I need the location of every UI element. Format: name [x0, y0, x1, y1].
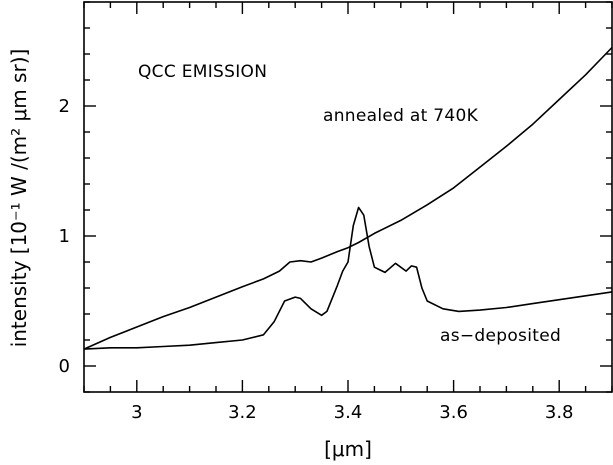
annotation-qcc-emission: QCC EMISSION [138, 62, 267, 82]
x-tick-label: 3.2 [228, 402, 257, 423]
annotation-as-deposited: as−deposited [440, 326, 561, 346]
annotation-annealed: annealed at 740K [323, 106, 479, 126]
series-line-as-deposited [83, 206, 613, 350]
y-axis-label: intensity [10⁻¹ W /(m² μm sr)] [7, 49, 31, 348]
x-tick-label: 3.8 [545, 402, 574, 423]
x-tick-label: 3.4 [334, 402, 363, 423]
y-tick-label: 1 [59, 226, 70, 247]
series-line-annealed [83, 46, 613, 350]
x-tick-label: 3 [131, 402, 142, 423]
series-layer [83, 46, 613, 350]
axes: 3 3.2 3.4 3.6 3.8 0 1 2 [59, 1, 613, 423]
x-axis-label: [μm] [324, 437, 372, 461]
y-tick-label: 2 [59, 96, 70, 117]
x-tick-label: 3.6 [439, 402, 468, 423]
y-tick-label: 0 [59, 356, 70, 377]
